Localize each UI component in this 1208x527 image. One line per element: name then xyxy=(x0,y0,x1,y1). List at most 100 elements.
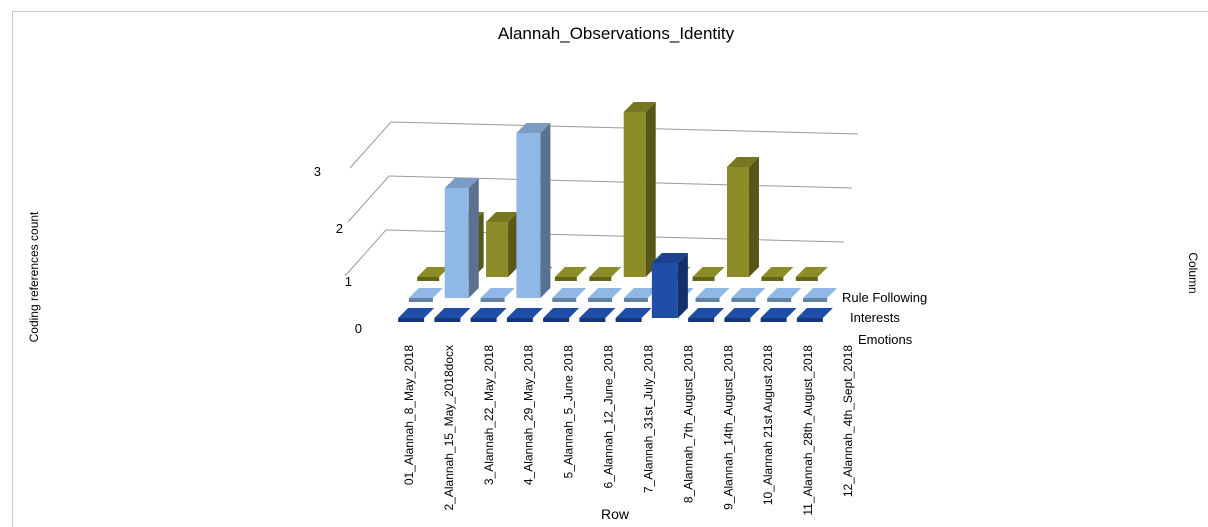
frame-top-border xyxy=(12,11,1208,12)
bar-tile-edge xyxy=(695,298,720,302)
bar xyxy=(651,253,688,318)
bar xyxy=(688,308,725,322)
bar xyxy=(579,308,616,322)
x-tick-label: 4_Alannah_29_May_2018 xyxy=(522,345,536,485)
bar xyxy=(552,288,587,302)
bar xyxy=(480,288,515,302)
bar-tile-edge xyxy=(470,318,497,322)
bar-front xyxy=(486,222,509,277)
x-tick-label: 6_Alannah_12_June_2018 xyxy=(602,345,616,489)
bar-tile xyxy=(688,308,725,318)
y-tick-label: 3 xyxy=(314,164,321,179)
gridline-side xyxy=(347,175,390,223)
x-tick-labels: 01_Alannah_8_May_2018 2_Alannah_15_May_20… xyxy=(402,345,855,516)
bar-tile-edge xyxy=(692,277,715,281)
y-tick-label: 2 xyxy=(336,221,343,236)
bar-tile-edge xyxy=(480,298,505,302)
bar-side xyxy=(508,212,519,277)
x-tick-label: 10_Alannah 21st August 2018 xyxy=(761,345,775,505)
x-tick-label: 9_Alannah_14th_August_2018 xyxy=(721,345,735,510)
bar-tile-edge xyxy=(795,277,818,281)
y-tick-label: 1 xyxy=(345,274,352,289)
bar-tile-edge xyxy=(506,318,533,322)
series-labels: Emotions Interests Rule Following xyxy=(842,290,927,347)
bar-side xyxy=(540,123,551,298)
bar xyxy=(486,212,519,277)
bar xyxy=(554,267,587,281)
bar-tile-edge xyxy=(434,318,461,322)
bar-top xyxy=(726,157,759,167)
bar-tile-edge xyxy=(724,318,751,322)
bar-tile-edge xyxy=(408,298,433,302)
bar xyxy=(623,288,658,302)
bar xyxy=(615,308,652,322)
x-tick-label: 01_Alannah_8_May_2018 xyxy=(402,345,416,485)
x-tick-label: 3_Alannah_22_May_2018 xyxy=(482,345,496,485)
bar xyxy=(589,267,622,281)
bar-top xyxy=(651,253,688,263)
bar xyxy=(695,288,730,302)
bar-tile-edge xyxy=(803,298,828,302)
bar-tile xyxy=(695,288,730,298)
bar-tile-edge xyxy=(623,298,648,302)
x-tick-label: 12_Alannah_4th_Sept_2018 xyxy=(841,345,855,497)
bar-top xyxy=(623,102,656,112)
bar-top xyxy=(444,178,479,188)
gridline-side xyxy=(349,121,392,169)
bar xyxy=(398,308,435,322)
bar-tile xyxy=(470,308,507,318)
bar-tile xyxy=(731,288,766,298)
bar-tile xyxy=(724,308,761,318)
bar-front xyxy=(651,263,678,318)
bar xyxy=(761,267,794,281)
bar xyxy=(623,102,656,277)
bar-tile xyxy=(589,267,622,277)
x-tick-label: 11_Alannah_28th_August_2018 xyxy=(801,345,815,516)
x-tick-label: 5_Alannah_5_June 2018 xyxy=(562,345,576,479)
bar-tile-edge xyxy=(588,298,613,302)
bar-top xyxy=(486,212,519,222)
bar xyxy=(731,288,766,302)
bar-tile xyxy=(434,308,471,318)
frame-left-border xyxy=(12,11,13,527)
bar-tile-edge xyxy=(760,318,787,322)
bar-tile-edge xyxy=(543,318,570,322)
bar-tile xyxy=(795,267,828,277)
bar-tile xyxy=(767,288,802,298)
series-label: Interests xyxy=(850,310,900,325)
x-tick-label: 8_Alannah_7th_August_2018 xyxy=(681,345,695,503)
bar xyxy=(767,288,802,302)
bar-tile xyxy=(408,288,443,298)
bar-side xyxy=(645,102,656,277)
x-tick-label: 2_Alannah_15_May_2018docx xyxy=(442,345,456,510)
bar-tile-edge xyxy=(688,318,715,322)
bar-tile xyxy=(417,267,450,277)
bar-tile xyxy=(579,308,616,318)
bar-tile xyxy=(761,267,794,277)
bar-tile xyxy=(480,288,515,298)
x-axis-label: Row xyxy=(601,506,630,522)
bar-top xyxy=(516,123,551,133)
bar xyxy=(692,267,725,281)
bar-tile xyxy=(543,308,580,318)
bar xyxy=(434,308,471,322)
y-tick-labels: 0 1 2 3 xyxy=(314,164,362,336)
bar xyxy=(760,308,797,322)
bar-tile xyxy=(692,267,725,277)
bar-front xyxy=(726,167,749,277)
bar-tile xyxy=(623,288,658,298)
bar xyxy=(516,123,551,298)
bar-tile xyxy=(588,288,623,298)
y-tick-label: 0 xyxy=(355,321,362,336)
bar-tile-edge xyxy=(579,318,606,322)
bar-tile-edge xyxy=(615,318,642,322)
bar-tile-edge xyxy=(796,318,823,322)
bar-front xyxy=(623,112,646,277)
bar-tile-edge xyxy=(767,298,792,302)
bar xyxy=(543,308,580,322)
bars xyxy=(398,102,838,322)
bar-tile-edge xyxy=(761,277,784,281)
bar xyxy=(795,267,828,281)
bar xyxy=(470,308,507,322)
